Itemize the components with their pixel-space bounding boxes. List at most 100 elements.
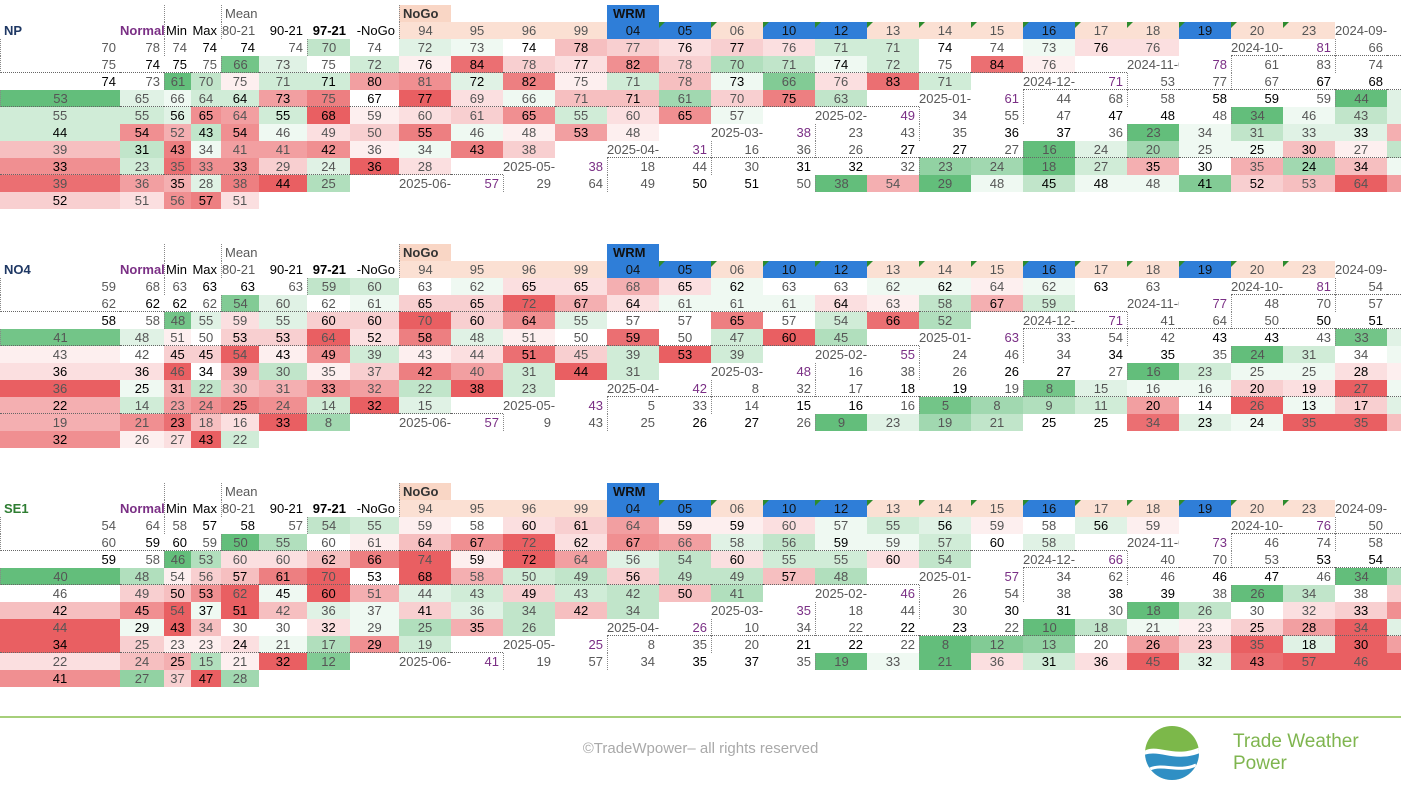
heat-cell-empty [259,192,307,209]
heat-cell: 64 [815,295,867,312]
header-max: Max [192,23,217,38]
heat-cell-empty [1179,517,1231,534]
row-max: 77 [1179,73,1231,90]
heat-cell: 57 [191,192,221,209]
heat-cell: 16 [221,414,259,431]
heat-cell: 37 [1387,602,1401,619]
heat-cell: 71 [919,73,971,90]
heat-cell: 55 [350,517,399,534]
header-spacer [451,483,503,500]
row-97-21: 27 [744,415,759,430]
header-spacer [1075,483,1127,500]
row-minus-nogo: 32 [900,159,915,174]
heat-cell: 56 [607,568,659,585]
heat-cell: 34 [1127,414,1179,431]
heat-cell: 30 [1283,141,1335,158]
heat-cell: 22 [191,380,221,397]
heat-cell: 48 [120,568,164,585]
heat-cell: 24 [1283,158,1335,175]
heat-cell: 16 [1023,141,1075,158]
heat-cell: 78 [555,39,607,56]
heat-cell: 43 [399,346,451,363]
heat-cell: 49 [307,124,350,141]
heat-cell: 58 [1023,517,1075,534]
heat-cell: 60 [350,312,399,329]
row-90-21: 74 [202,40,217,55]
heat-cell-empty [259,670,307,687]
header-mean-range: 80-21 [221,261,259,278]
heat-cell: 43 [555,585,607,602]
heat-cell: 54 [867,175,919,192]
header-spacer [867,244,919,261]
row-90-21: 26 [1004,364,1019,379]
heat-cell: 64 [399,534,451,551]
header-spacer [1127,244,1179,261]
header-normal: Normal [120,23,164,38]
header-spacer [1387,244,1401,261]
header-year-96: 96 [503,22,555,39]
heat-cell: 30 [1179,158,1231,175]
heat-cell-empty [451,397,503,414]
heat-cell: 73 [259,56,307,73]
heat-cell-empty [1179,278,1231,295]
row-min: 46 [1231,534,1283,551]
heat-cell: 57 [659,312,711,329]
row-min: 26 [919,585,971,602]
heat-cell: 63 [815,278,867,295]
heat-cell: 74 [919,39,971,56]
header-wrm-label: WRM [607,5,659,22]
heat-cell: 24 [971,158,1023,175]
heat-cell-empty [867,90,919,107]
heat-cell: 57 [815,517,867,534]
heat-cell: 53 [1283,175,1335,192]
heat-cell: 43 [1231,653,1283,670]
header-97-21: 97-21 [312,23,346,38]
heat-cell: 20 [1127,397,1179,414]
row-97-21: 31 [1056,603,1071,618]
heat-cell: 59 [815,534,867,551]
heat-cell: 75 [763,90,815,107]
row-mean: 38 [1023,585,1075,602]
heat-cell: 76 [1023,56,1075,73]
row-97-21: 37 [744,654,759,669]
heat-cell: 32 [1283,602,1335,619]
row-97-21: 58 [240,518,255,533]
heat-cell: 23 [1179,619,1231,636]
section-np: Mean NoGo WRM NP Normal Min Max 80-21 90-21 97-21… [0,5,1401,209]
heat-cell: 34 [1283,585,1335,602]
heat-cell-empty [659,602,711,619]
row-minus-nogo: 26 [796,415,811,430]
heat-cell: 8 [919,636,971,653]
header-year-13: 13 [867,500,919,517]
heat-cell-empty [350,175,399,192]
header-year-95: 95 [451,22,503,39]
heat-cell: 66 [867,312,919,329]
row-normal: 42 [659,380,711,397]
header-spacer [1387,483,1401,500]
row-max: 64 [145,518,160,533]
header-year-06: 06 [711,22,763,39]
heat-cell: 51 [350,585,399,602]
row-minus-nogo: 43 [1316,330,1331,345]
heat-cell: 54 [815,312,867,329]
header-year-19: 19 [1179,500,1231,517]
heat-cell: 68 [607,278,659,295]
heat-cell: 70 [711,90,763,107]
heat-cell: 58 [711,534,763,551]
row-mean: 30 [711,158,763,175]
heat-cell: 50 [350,124,399,141]
row-min: 16 [815,363,867,380]
heat-cell: 64 [1335,175,1387,192]
section-no4: Mean NoGo WRM NO4 Normal Min Max 80-21 90-21 97-2… [0,244,1401,448]
header-year-04: 04 [607,261,659,278]
row-minus-nogo: 46 [1316,569,1331,584]
heat-cell: 68 [399,568,451,585]
heat-cell: 64 [555,551,607,568]
row-max: 78 [145,40,160,55]
row-97-21: 27 [919,141,971,158]
header-year-23: 23 [1283,22,1335,39]
heat-cell: 25 [1179,141,1231,158]
header-spacer [164,244,191,261]
heat-cell: 54 [221,346,259,363]
heat-cell: 31 [1023,653,1075,670]
